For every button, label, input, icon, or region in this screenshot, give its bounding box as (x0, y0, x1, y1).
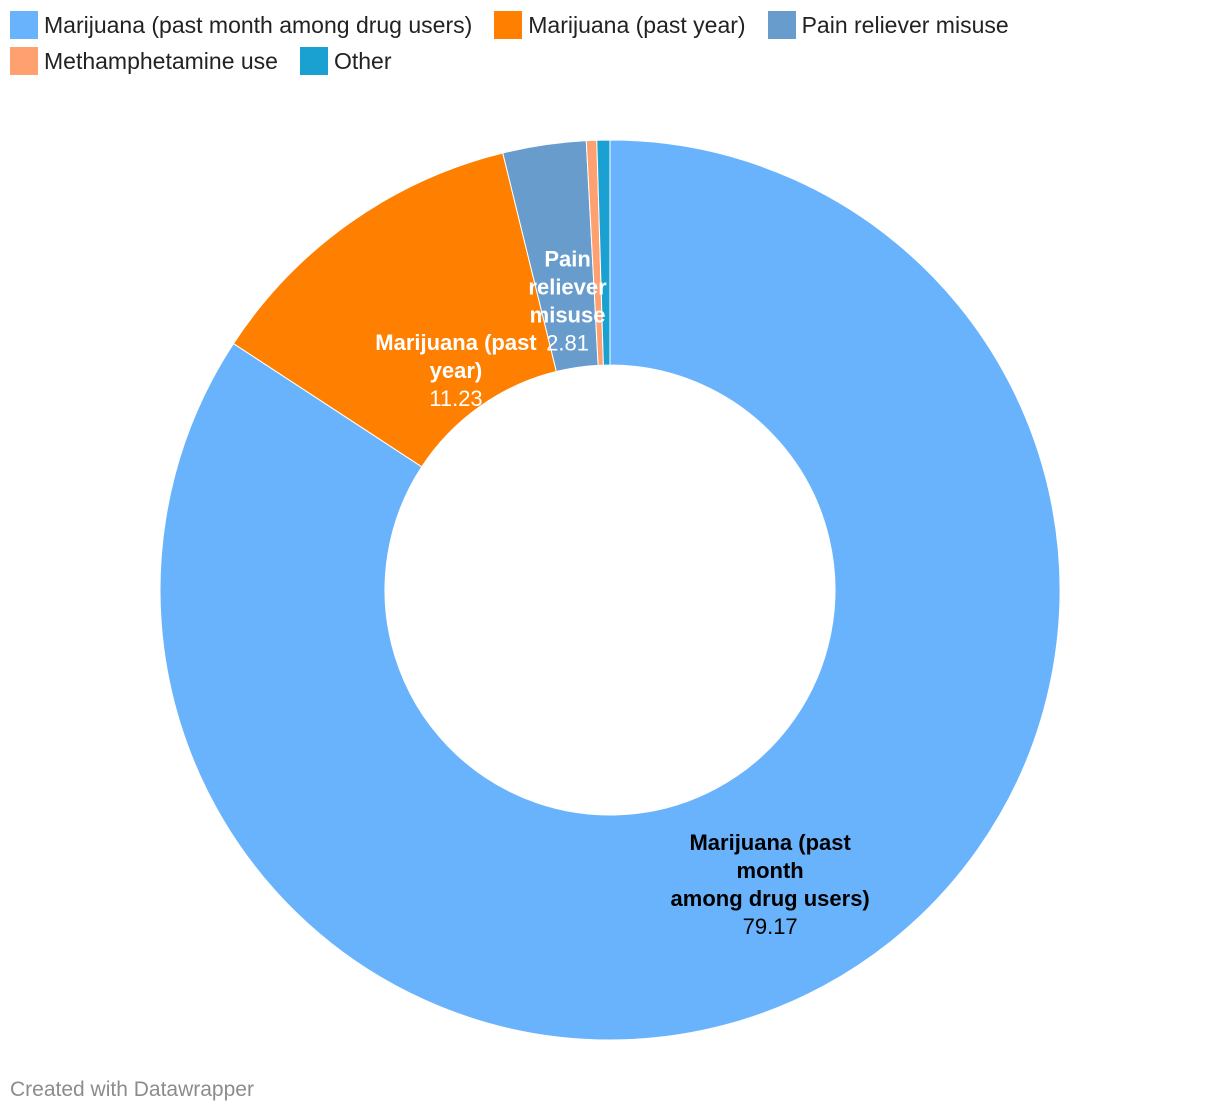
slice-label: misuse (530, 303, 606, 328)
slice-1 (232, 152, 557, 468)
slice-label: Marijuana (past (689, 830, 851, 855)
footer-credit: Created with Datawrapper (10, 1078, 254, 1101)
labels-group: Marijuana (past month among drug users) 79.… (375, 247, 870, 939)
legend-swatch (10, 47, 38, 75)
slice-value-label: 2.81 (546, 331, 589, 356)
legend-item: Other (299, 46, 392, 76)
legend-swatch (299, 47, 328, 75)
slices-group (159, 139, 1061, 1041)
legend-swatch (767, 11, 796, 39)
slice-label: month (737, 858, 804, 883)
slice-0 (159, 139, 1061, 1041)
legend-label: Other (333, 47, 392, 74)
slice-label: reliever (528, 275, 607, 300)
legend-item: Marijuana (past month among drug users) (10, 10, 472, 40)
legend-label: Pain reliever misuse (801, 11, 1009, 38)
slice-label: among drug users) (671, 886, 870, 911)
slice-label: Pain (544, 247, 590, 272)
legend-swatch (494, 11, 523, 39)
slice-label: year) (430, 358, 483, 383)
legend-item: Methamphetamine use (10, 46, 278, 76)
slice-label: Marijuana (past (375, 330, 537, 355)
slice-value-label: 11.23 (429, 386, 482, 411)
legend-label: Marijuana (past year) (528, 11, 746, 38)
legend-item: Pain reliever misuse (767, 10, 1009, 40)
legend-label: Methamphetamine use (44, 47, 278, 74)
slice-4 (596, 139, 611, 366)
legend-item: Marijuana (past year) (494, 10, 746, 40)
legend-label: Marijuana (past month among drug users) (44, 11, 473, 38)
legend-swatch (10, 11, 38, 39)
chart-legend: Marijuana (past month among drug users) M… (10, 10, 1190, 76)
slice-value-label: 79.17 (743, 914, 798, 939)
